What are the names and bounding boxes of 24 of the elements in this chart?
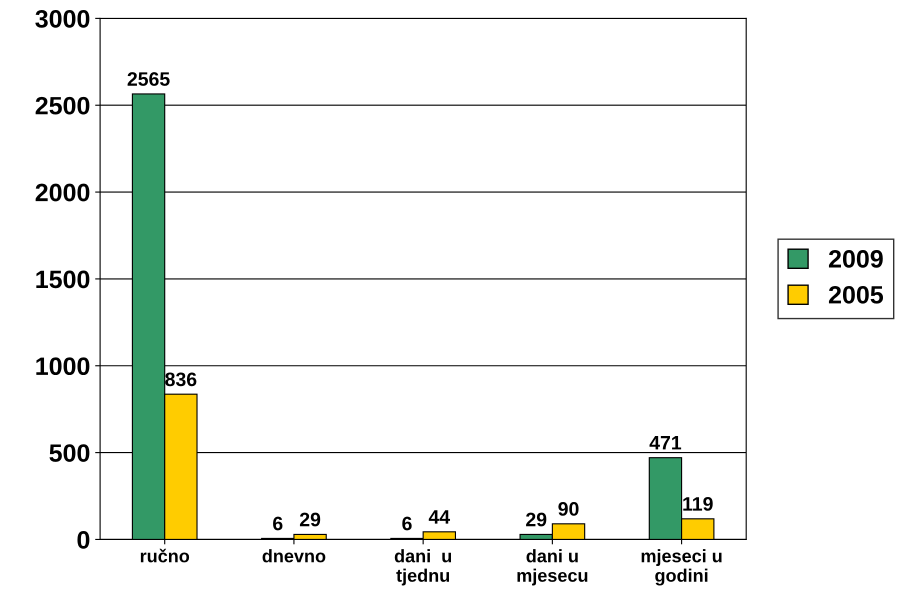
data-label: 29 — [300, 512, 320, 526]
x-tick-label: ručno — [140, 548, 190, 562]
y-tick-label: 3000 — [35, 10, 90, 28]
legend-label: 2005 — [828, 286, 883, 304]
data-label: 6 — [273, 516, 282, 530]
data-label: 29 — [526, 512, 546, 526]
data-label: 6 — [402, 516, 412, 530]
y-tick-label: 2000 — [36, 184, 90, 202]
data-label: 44 — [428, 510, 450, 524]
y-tick-label: 500 — [49, 444, 90, 462]
data-label: 2565 — [128, 72, 170, 86]
data-label: 836 — [165, 372, 196, 386]
data-label: 119 — [683, 496, 713, 511]
legend-label: 2009 — [828, 250, 883, 268]
data-label: 90 — [558, 502, 579, 516]
y-tick-label: 2500 — [36, 96, 90, 115]
x-tick-label: dnevno — [262, 549, 326, 562]
y-tick-label: 1500 — [36, 270, 90, 288]
data-label: 471 — [650, 436, 682, 450]
x-tick-label: dani u tjednu — [394, 549, 452, 586]
x-tick-label: dani u mjesecu — [517, 549, 588, 586]
x-tick-label: mjeseci u godini — [642, 549, 722, 586]
y-tick-label: 0 — [77, 531, 90, 549]
y-tick-label: 1000 — [36, 357, 90, 376]
